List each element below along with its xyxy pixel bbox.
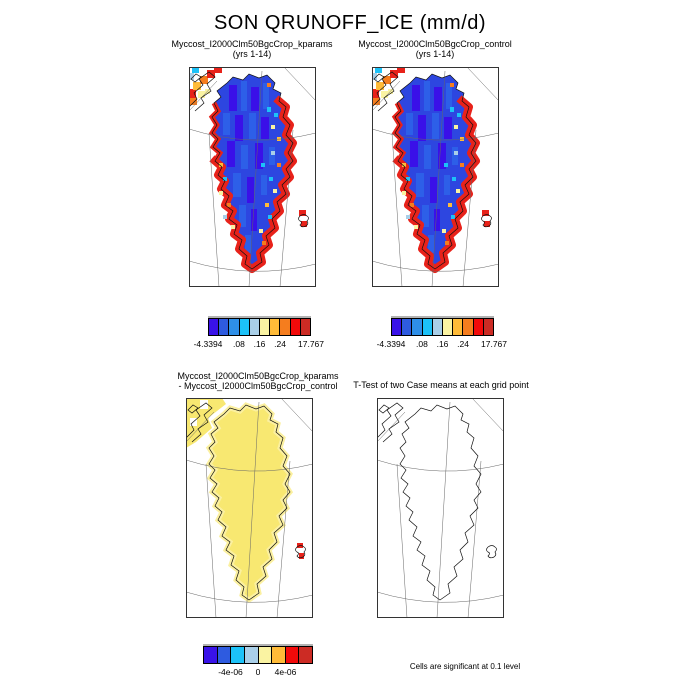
colorbar-tick: .16 bbox=[253, 339, 266, 349]
figure-title: SON QRUNOFF_ICE (mm/d) bbox=[213, 12, 487, 34]
colorbar-segment bbox=[452, 319, 463, 335]
colorbar-segment bbox=[243, 647, 258, 663]
colorbar-tick: -4.3394 bbox=[193, 339, 223, 349]
panel-title-ttest: T-Test of two Case means at each grid po… bbox=[331, 380, 551, 390]
colorbar-segment bbox=[271, 647, 285, 663]
panel-title-difference-line2: - Myccost_I2000Clm50BgcCrop_control bbox=[178, 381, 338, 391]
colorbar-tick: .08 bbox=[415, 339, 428, 349]
panel-title-control-case: Myccost_I2000Clm50BgcCrop_control bbox=[358, 39, 512, 49]
map-runoff-control bbox=[372, 67, 499, 287]
panel-title-control: Myccost_I2000Clm50BgcCrop_control (yrs 1… bbox=[325, 39, 545, 59]
panel-title-ttest-text: T-Test of two Case means at each grid po… bbox=[353, 380, 529, 390]
colorbar-segment bbox=[218, 319, 229, 335]
colorbar-segment bbox=[259, 319, 270, 335]
colorbar-segment bbox=[216, 647, 231, 663]
colorbar-tick: .24 bbox=[457, 339, 470, 349]
map-runoff-kparams bbox=[189, 67, 316, 287]
colorbar-runoff-right: -4.3394 .08 .16 .24 17.767 bbox=[377, 316, 507, 349]
colorbar-segment bbox=[299, 319, 311, 335]
colorbar-tick: 4e-06 bbox=[274, 667, 297, 677]
map-difference bbox=[186, 398, 313, 618]
colorbar-tick: .24 bbox=[274, 339, 287, 349]
colorbar-shadow bbox=[208, 316, 311, 318]
colorbar-segment bbox=[279, 319, 290, 335]
panel-title-kparams-years: (yrs 1-14) bbox=[232, 49, 272, 59]
colorbar-swatches bbox=[203, 646, 313, 664]
map-frame bbox=[372, 67, 499, 287]
colorbar-segment bbox=[289, 319, 300, 335]
panel-title-kparams: Myccost_I2000Clm50BgcCrop_kparams (yrs 1… bbox=[142, 39, 362, 59]
significance-note: Cells are significant at 0.1 level bbox=[409, 662, 521, 671]
map-frame bbox=[189, 67, 316, 287]
colorbar-segment bbox=[298, 647, 312, 663]
colorbar-segment bbox=[401, 319, 412, 335]
panel-title-control-years: (yrs 1-14) bbox=[415, 49, 455, 59]
panel-title-difference-line1: Myccost_I2000Clm50BgcCrop_kparams bbox=[177, 371, 339, 381]
colorbar-segment bbox=[442, 319, 453, 335]
colorbar-segment bbox=[209, 319, 219, 335]
greenland-runoff-fill bbox=[372, 67, 499, 287]
map-ttest bbox=[377, 398, 504, 618]
greenland-difference-fill bbox=[186, 398, 313, 618]
greenland-ttest-outline bbox=[377, 398, 504, 618]
colorbar-shadow bbox=[203, 644, 313, 646]
colorbar-segment bbox=[411, 319, 422, 335]
colorbar-tick: .08 bbox=[232, 339, 245, 349]
colorbar-segment bbox=[238, 319, 249, 335]
colorbar-tick: 0 bbox=[255, 667, 261, 677]
colorbar-shadow bbox=[391, 316, 494, 318]
colorbar-tick: 17.767 bbox=[481, 339, 507, 349]
colorbar-tick: .16 bbox=[436, 339, 449, 349]
colorbar-segment bbox=[472, 319, 483, 335]
colorbar-difference: -4e-06 0 4e-06 bbox=[203, 644, 313, 677]
colorbar-tick: -4.3394 bbox=[376, 339, 406, 349]
colorbar-tick: 17.767 bbox=[298, 339, 324, 349]
colorbar-labels: -4e-06 0 4e-06 bbox=[203, 667, 313, 677]
colorbar-runoff-left: -4.3394 .08 .16 .24 17.767 bbox=[194, 316, 324, 349]
colorbar-segment bbox=[269, 319, 280, 335]
colorbar-segment bbox=[228, 319, 239, 335]
colorbar-segment bbox=[431, 319, 443, 335]
colorbar-segment bbox=[421, 319, 432, 335]
colorbar-tick: -4e-06 bbox=[218, 667, 243, 677]
colorbar-segment bbox=[284, 647, 299, 663]
colorbar-segment bbox=[230, 647, 244, 663]
panel-title-difference: Myccost_I2000Clm50BgcCrop_kparams - Mycc… bbox=[148, 371, 368, 391]
colorbar-segment bbox=[482, 319, 494, 335]
colorbar-segment bbox=[248, 319, 260, 335]
colorbar-swatches bbox=[391, 318, 494, 336]
colorbar-swatches bbox=[208, 318, 311, 336]
colorbar-labels: -4.3394 .08 .16 .24 17.767 bbox=[377, 339, 507, 349]
colorbar-labels: -4.3394 .08 .16 .24 17.767 bbox=[194, 339, 324, 349]
colorbar-segment bbox=[392, 319, 402, 335]
colorbar-segment bbox=[204, 647, 217, 663]
greenland-runoff-fill bbox=[189, 67, 316, 287]
map-frame bbox=[377, 398, 504, 618]
panel-title-kparams-case: Myccost_I2000Clm50BgcCrop_kparams bbox=[171, 39, 333, 49]
map-frame bbox=[186, 398, 313, 618]
colorbar-segment bbox=[462, 319, 473, 335]
colorbar-segment bbox=[257, 647, 272, 663]
